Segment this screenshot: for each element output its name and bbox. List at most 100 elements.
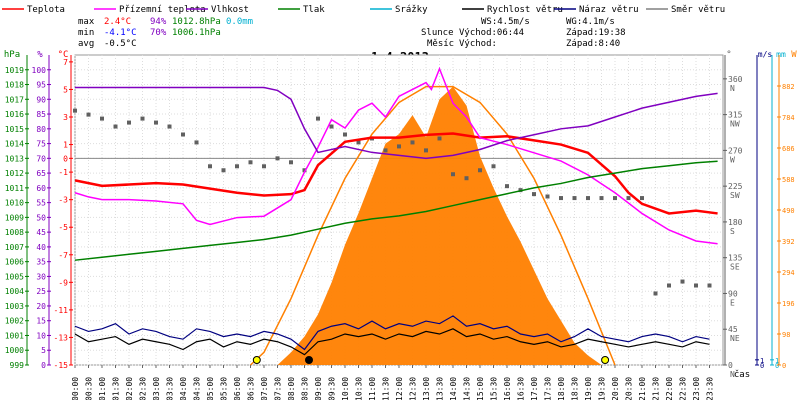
- axis-label-hpa-14: 1013: [5, 154, 24, 163]
- wind-direction-point-32: [505, 184, 509, 189]
- wind-direction-point-47: [707, 283, 712, 288]
- x-tick-label-10: 05:00: [206, 377, 215, 400]
- wind-direction-point-20: [343, 132, 347, 137]
- axis-ms: 01: [755, 55, 764, 370]
- axis-label-hpa-20: 1019: [5, 66, 24, 75]
- axis-label-hpa-16: 1015: [5, 125, 24, 134]
- axis-title-time: čas: [734, 369, 750, 380]
- axis-label-percent-15: 75: [36, 140, 46, 149]
- axis-label-degrees-7: 315: [728, 111, 743, 120]
- axis-label-wm2-8: 784: [782, 114, 795, 122]
- x-tick-label-4: 02:00: [125, 377, 134, 400]
- wind-direction-point-36: [559, 196, 563, 201]
- solar-radiation-area: [277, 86, 602, 365]
- x-tick-label-2: 01:00: [98, 377, 107, 400]
- axis-title-ms: m/s: [758, 50, 773, 59]
- axis-label-hpa-9: 1008: [5, 228, 24, 237]
- stats-avg-label: avg: [78, 39, 94, 49]
- axis-dir-degrees-5: SW: [730, 191, 740, 200]
- axis-label-wm2-5: 490: [782, 207, 795, 215]
- x-tick-label-40: 20:00: [611, 377, 620, 400]
- axis-label-hpa-15: 1014: [5, 140, 24, 149]
- wind-direction-point-23: [383, 148, 388, 153]
- axis-label-degrees-5: 225: [728, 182, 743, 191]
- wind-direction-point-13: [248, 160, 253, 165]
- x-tick-label-8: 04:00: [179, 377, 188, 400]
- x-tick-label-20: 10:00: [341, 377, 350, 400]
- x-tick-label-25: 12:30: [409, 377, 418, 400]
- wind-direction-point-11: [221, 168, 226, 173]
- stats-min-press: 1006.1hPa: [172, 28, 221, 38]
- wind-direction-point-18: [316, 116, 320, 121]
- x-tick-label-5: 02:30: [139, 377, 148, 400]
- wind-direction-point-42: [640, 196, 644, 201]
- axis-label-ms-1: 1: [760, 357, 764, 365]
- info-ws: WS:4.5m/s: [481, 17, 530, 27]
- wind-direction-point-24: [397, 144, 401, 149]
- wind-direction-point-12: [235, 164, 239, 169]
- series-line-3: [74, 160, 718, 261]
- axis-label-percent-10: 50: [36, 213, 46, 222]
- wind-direction-point-35: [545, 194, 550, 199]
- wind-direction-point-44: [667, 283, 671, 288]
- axis-label-wm2-7: 686: [782, 145, 795, 153]
- axis-label-percent-16: 80: [36, 125, 46, 134]
- x-tick-label-43: 21:30: [652, 377, 661, 400]
- axis-dir-degrees-0: N: [730, 370, 735, 379]
- x-tick-label-31: 15:30: [490, 377, 499, 400]
- series-line-1: [74, 66, 718, 245]
- wind-direction-point-1: [86, 112, 91, 117]
- axis-dir-degrees-1: NE: [730, 334, 740, 343]
- axis-label-celsius-9: 1: [63, 141, 68, 150]
- axis-label-hpa-4: 1003: [5, 302, 24, 311]
- x-tick-label-32: 16:00: [503, 377, 512, 400]
- wind-direction-point-46: [694, 283, 698, 288]
- axis-label-celsius-5: -5: [58, 223, 68, 232]
- axis-label-hpa-1: 1000: [5, 346, 24, 355]
- axis-label-percent-7: 35: [36, 258, 46, 267]
- wind-direction-point-8: [181, 132, 185, 137]
- x-tick-label-1: 00:30: [85, 377, 94, 400]
- axis-label-hpa-19: 1018: [5, 81, 24, 90]
- stats-max-rain: 0.0mm: [226, 17, 253, 27]
- wind-direction-point-28: [451, 172, 455, 177]
- axis-title-hpa: hPa: [4, 50, 20, 60]
- axis-label-celsius-0: -15: [54, 361, 69, 370]
- axis-label-hpa-7: 1006: [5, 258, 24, 267]
- axis-celsius: -15 -13 -11 -9 -7 -5 -3 -1 0 1 3 5 7: [54, 55, 73, 370]
- axis-dir-degrees-7: NW: [730, 120, 740, 129]
- moonset-marker: [305, 356, 313, 364]
- axis-label-hpa-8: 1007: [5, 243, 24, 252]
- axis-label-degrees-6: 270: [728, 146, 743, 155]
- axis-label-percent-12: 60: [36, 184, 46, 193]
- axis-label-wm2-1: 98: [782, 331, 790, 339]
- x-tick-label-33: 16:30: [517, 377, 526, 400]
- x-tick-label-28: 14:00: [449, 377, 458, 400]
- sunrise-marker: [252, 356, 261, 364]
- axis-dir-degrees-3: SE: [730, 263, 740, 272]
- axis-label-percent-19: 95: [36, 81, 46, 90]
- axis-label-celsius-11: 5: [63, 85, 68, 94]
- solar-theoretical-curve: [249, 85, 616, 366]
- axis-label-degrees-0: 0: [728, 361, 733, 370]
- axis-label-celsius-2: -11: [54, 306, 69, 315]
- axis-label-degrees-8: 360: [728, 75, 743, 84]
- wind-direction-point-31: [491, 164, 496, 169]
- axis-label-degrees-3: 135: [728, 254, 743, 263]
- axis-title-mm: mm: [776, 50, 786, 59]
- axis-label-degrees-4: 180: [728, 218, 743, 227]
- info-sun-label: Slunce: [421, 28, 454, 38]
- axis-label-celsius-8: 0: [63, 154, 68, 163]
- info-sun-set: Západ:19:38: [566, 28, 626, 38]
- x-tick-label-29: 14:30: [463, 377, 472, 400]
- stats-min-temp: -4.1°C: [104, 28, 137, 38]
- axis-title-celsius: °C: [58, 50, 69, 60]
- x-tick-label-18: 09:00: [314, 377, 323, 400]
- stats-max-press: 1012.8hPa: [172, 17, 221, 27]
- x-tick-label-27: 13:30: [436, 377, 445, 400]
- wind-direction-point-4: [127, 120, 131, 125]
- x-tick-label-30: 15:00: [476, 377, 485, 400]
- x-tick-label-23: 11:30: [382, 377, 391, 400]
- wind-direction-point-30: [478, 168, 482, 173]
